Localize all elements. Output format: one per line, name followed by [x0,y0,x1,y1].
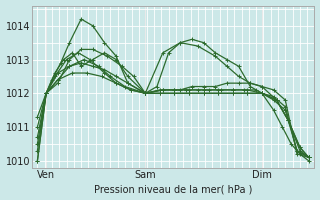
X-axis label: Pression niveau de la mer( hPa ): Pression niveau de la mer( hPa ) [94,184,252,194]
